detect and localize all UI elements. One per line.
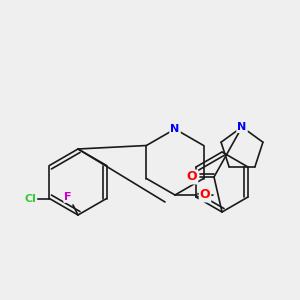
Text: F: F <box>64 192 72 202</box>
Text: N: N <box>170 124 180 134</box>
Text: N: N <box>237 122 247 132</box>
Text: N: N <box>170 124 180 134</box>
Text: O: O <box>187 170 197 184</box>
Text: N: N <box>237 122 247 132</box>
Text: O: O <box>200 188 210 202</box>
Text: Cl: Cl <box>25 194 36 203</box>
